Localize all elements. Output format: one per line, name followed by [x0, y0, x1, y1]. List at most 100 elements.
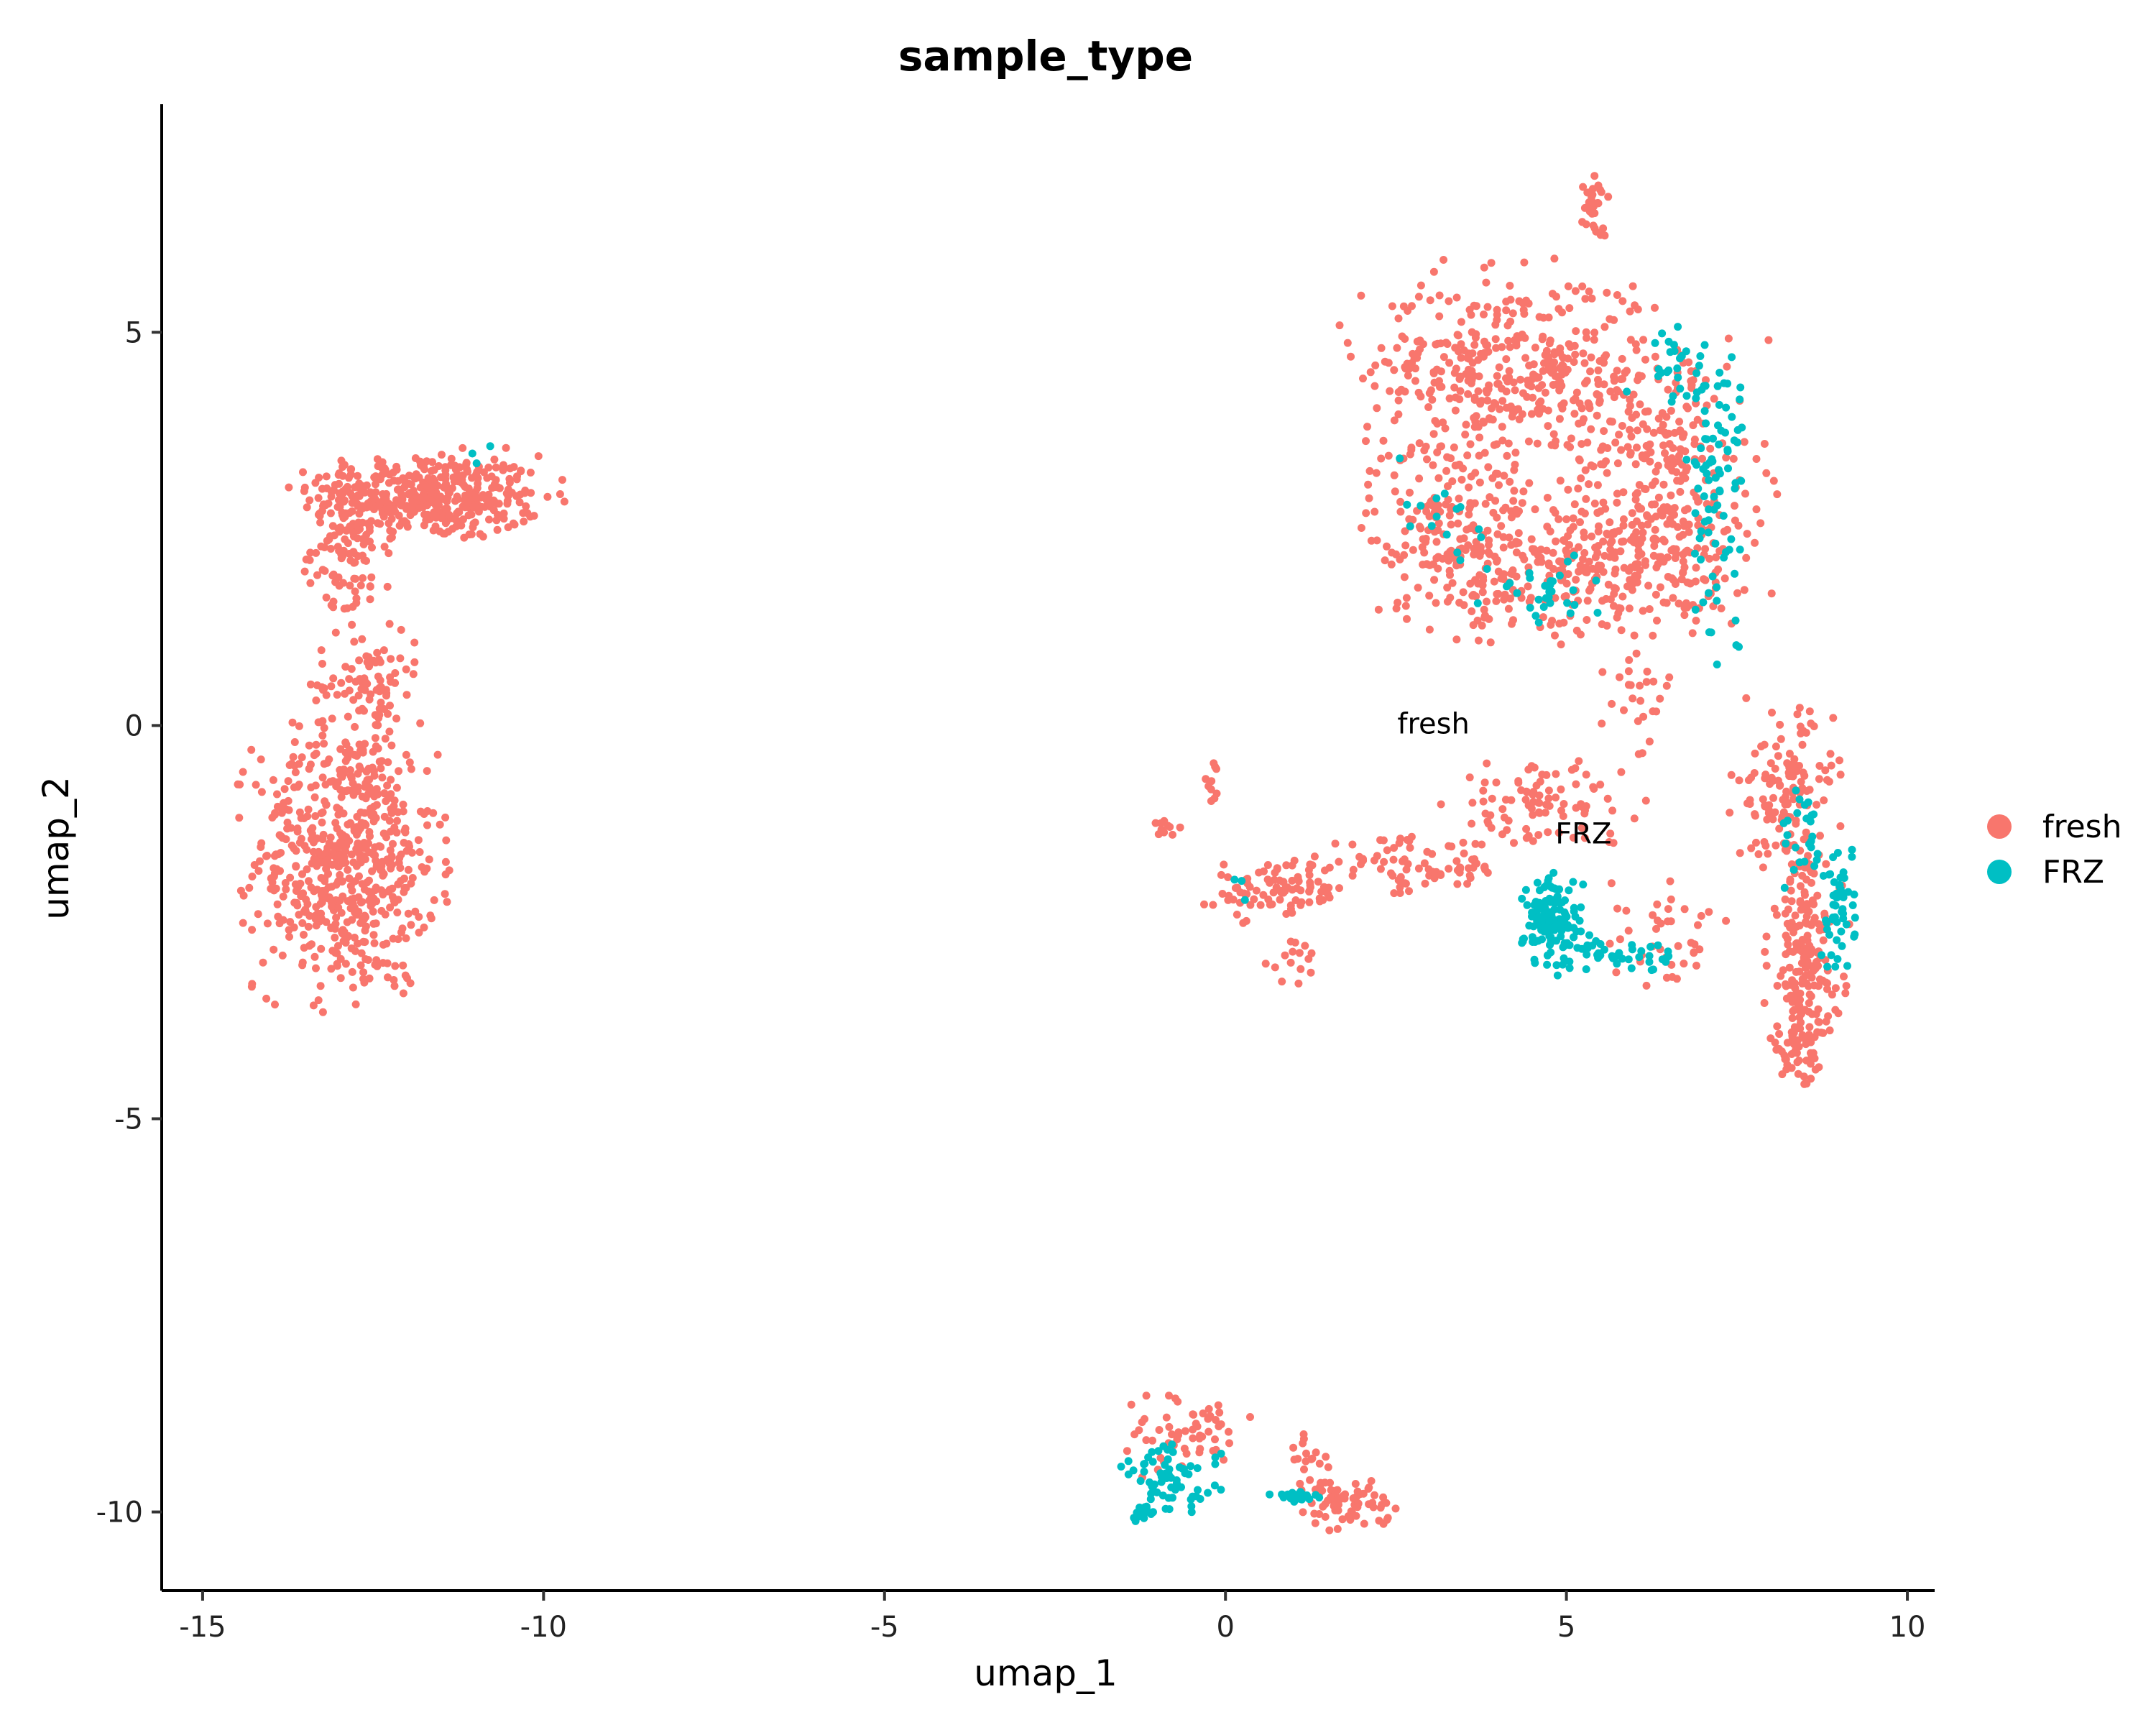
data-point-fresh	[1831, 984, 1840, 993]
data-point-fresh	[1783, 1039, 1792, 1047]
data-point-fresh	[1511, 461, 1519, 469]
data-point-frz	[1230, 875, 1239, 884]
data-point-fresh	[1659, 535, 1667, 544]
data-point-fresh	[1433, 339, 1442, 348]
data-point-frz	[1703, 435, 1711, 443]
data-point-fresh	[354, 839, 362, 847]
data-point-fresh	[350, 878, 359, 886]
data-point-fresh	[1316, 1483, 1324, 1491]
data-point-fresh	[1632, 649, 1641, 658]
data-point-fresh	[1587, 461, 1595, 469]
data-point-frz	[1140, 1460, 1148, 1468]
data-point-fresh	[1483, 388, 1491, 397]
data-point-fresh	[1756, 519, 1765, 528]
data-point-fresh	[520, 489, 529, 497]
data-point-fresh	[1401, 335, 1409, 343]
data-point-fresh	[1401, 387, 1409, 396]
data-point-fresh	[1654, 916, 1662, 925]
data-point-fresh	[1651, 303, 1659, 312]
data-point-fresh	[1441, 424, 1450, 433]
data-point-fresh	[305, 496, 314, 505]
legend-label-fresh: fresh	[2042, 809, 2122, 845]
data-point-fresh	[1288, 876, 1296, 885]
data-point-fresh	[1533, 439, 1542, 448]
data-point-fresh	[1281, 951, 1289, 960]
data-point-fresh	[1652, 535, 1661, 544]
data-point-fresh	[1795, 967, 1804, 976]
data-point-fresh	[1353, 1487, 1362, 1496]
data-point-fresh	[1772, 742, 1780, 751]
data-point-fresh	[1335, 321, 1344, 330]
data-point-fresh	[411, 491, 420, 500]
data-point-fresh	[1543, 494, 1552, 502]
data-point-frz	[1577, 903, 1585, 911]
data-point-frz	[1645, 957, 1654, 966]
data-point-fresh	[1645, 737, 1654, 746]
data-point-fresh	[1479, 786, 1488, 795]
data-point-fresh	[1787, 886, 1795, 895]
data-point-fresh	[394, 808, 402, 816]
data-point-fresh	[1801, 971, 1810, 980]
data-point-fresh	[1742, 694, 1751, 702]
data-point-fresh	[305, 765, 313, 773]
data-point-fresh	[1483, 526, 1492, 535]
data-point-fresh	[386, 702, 394, 710]
data-point-fresh	[1587, 425, 1595, 433]
data-point-fresh	[1527, 382, 1536, 391]
data-point-fresh	[341, 663, 350, 671]
data-point-fresh	[1481, 809, 1490, 818]
data-point-fresh	[1731, 502, 1738, 510]
data-point-fresh	[353, 534, 361, 543]
data-point-fresh	[1587, 353, 1595, 362]
data-point-fresh	[1491, 335, 1500, 344]
data-point-fresh	[1668, 454, 1676, 462]
data-point-fresh	[1564, 570, 1572, 579]
data-point-fresh	[293, 783, 302, 791]
data-point-fresh	[1773, 1022, 1782, 1031]
data-point-fresh	[1454, 347, 1462, 356]
data-point-fresh	[1606, 315, 1614, 323]
data-point-fresh	[1744, 776, 1753, 784]
data-point-fresh	[412, 470, 420, 479]
data-point-fresh	[347, 774, 356, 783]
data-point-fresh	[300, 567, 309, 576]
data-point-fresh	[385, 727, 394, 736]
data-point-fresh	[236, 781, 244, 788]
data-point-fresh	[1499, 543, 1508, 552]
data-point-frz	[1728, 413, 1736, 421]
data-point-frz	[1782, 840, 1790, 848]
data-point-fresh	[1305, 898, 1314, 906]
data-point-frz	[1456, 503, 1465, 511]
data-point-frz	[1736, 546, 1744, 554]
data-point-fresh	[327, 924, 336, 932]
data-point-frz	[1545, 917, 1554, 925]
data-point-fresh	[1628, 509, 1636, 518]
data-point-fresh	[367, 488, 374, 497]
data-point-fresh	[1294, 979, 1303, 988]
data-point-frz	[1835, 880, 1844, 889]
data-point-fresh	[262, 994, 271, 1003]
data-point-fresh	[1464, 352, 1473, 361]
data-point-fresh	[1720, 574, 1729, 583]
data-point-frz	[1727, 535, 1736, 543]
data-point-fresh	[273, 900, 282, 908]
data-point-fresh	[372, 721, 380, 730]
data-point-fresh	[1505, 533, 1514, 542]
data-point-frz	[1473, 599, 1482, 607]
data-point-fresh	[1429, 368, 1438, 377]
data-point-fresh	[1641, 561, 1649, 569]
data-point-fresh	[1389, 855, 1398, 864]
data-point-fresh	[1768, 708, 1776, 717]
data-point-fresh	[1574, 484, 1583, 493]
data-point-fresh	[340, 461, 349, 469]
data-point-fresh	[392, 714, 401, 723]
data-point-fresh	[1465, 864, 1473, 873]
data-point-fresh	[464, 499, 472, 507]
data-point-fresh	[1772, 911, 1781, 919]
data-point-fresh	[410, 658, 419, 666]
data-point-fresh	[1484, 347, 1493, 356]
data-point-fresh	[1380, 857, 1388, 866]
data-point-fresh	[377, 683, 385, 691]
data-point-fresh	[1333, 1486, 1342, 1494]
data-point-fresh	[300, 931, 308, 939]
